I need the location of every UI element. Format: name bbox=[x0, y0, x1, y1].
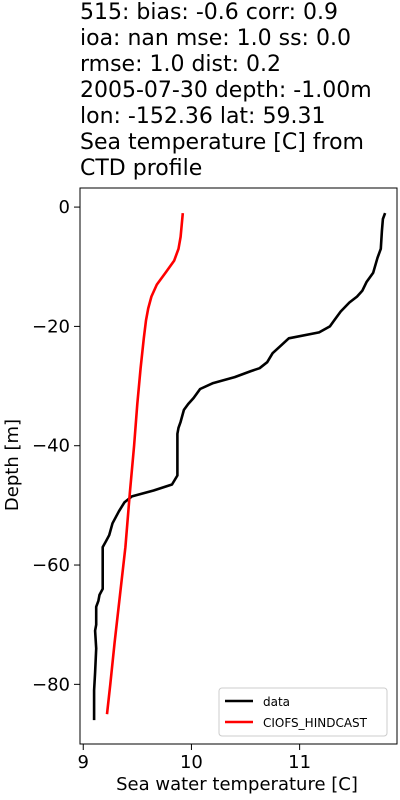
title-line: lon: -152.36 lat: 59.31 bbox=[80, 104, 326, 129]
title-line: 515: bias: -0.6 corr: 0.9 bbox=[80, 0, 339, 25]
legend-box bbox=[218, 687, 388, 737]
x-axis-label: Sea water temperature [C] bbox=[116, 774, 358, 795]
y-tick-label: −20 bbox=[32, 316, 70, 337]
axes-frame bbox=[79, 187, 398, 745]
legend-entry: CIOFS_HINDCAST bbox=[263, 716, 368, 730]
x-tick-label: 10 bbox=[180, 752, 203, 773]
y-axis-label: Depth [m] bbox=[2, 419, 23, 511]
title-line: ioa: nan mse: 1.0 ss: 0.0 bbox=[80, 26, 351, 51]
legend-entry: data bbox=[263, 695, 290, 709]
y-tick-label: 0 bbox=[59, 197, 70, 218]
title-line: CTD profile bbox=[80, 156, 203, 181]
series-line-model bbox=[105, 212, 185, 715]
plot-area: 9 10 11 0 −20 −40 −60 −80 data CIOFS_HINDCAST bbox=[32, 187, 398, 773]
x-tick-label: 11 bbox=[288, 752, 311, 773]
y-tick-label: −60 bbox=[32, 555, 70, 576]
y-tick-label: −80 bbox=[32, 674, 70, 695]
chart-title: 515: bias: -0.6 corr: 0.9 ioa: nan mse: … bbox=[80, 0, 398, 182]
y-tick-label: −40 bbox=[32, 436, 70, 457]
series-line-data bbox=[92, 212, 387, 721]
title-line: rmse: 1.0 dist: 0.2 bbox=[80, 52, 282, 77]
title-line: 2005-07-30 depth: -1.00m bbox=[80, 78, 372, 103]
x-tick-label: 9 bbox=[78, 752, 89, 773]
title-line: Sea temperature [C] from bbox=[80, 130, 364, 155]
